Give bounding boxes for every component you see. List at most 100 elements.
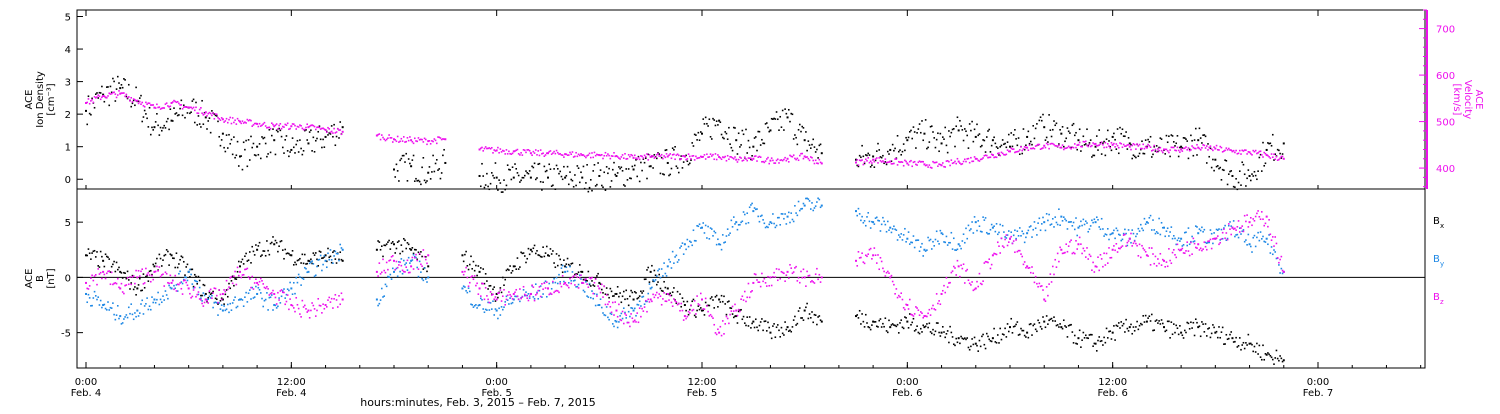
- velocity-sample: [619, 158, 621, 160]
- velocity-sample: [710, 155, 713, 157]
- velocity-sample: [669, 153, 672, 155]
- bx-sample: [402, 237, 405, 240]
- by-sample: [509, 297, 511, 299]
- density-sample: [896, 134, 899, 137]
- density-sample: [250, 135, 252, 138]
- density-sample: [316, 137, 318, 140]
- by-sample: [193, 279, 196, 282]
- bx-sample: [108, 258, 111, 260]
- density-sample: [409, 162, 411, 165]
- bz-sample: [671, 305, 674, 308]
- density-sample: [971, 120, 973, 123]
- bx-sample: [1148, 315, 1151, 318]
- bx-sample: [464, 253, 466, 256]
- velocity-sample: [1223, 150, 1225, 152]
- velocity-sample: [811, 156, 813, 159]
- density-sample: [707, 125, 709, 127]
- velocity-sample: [600, 153, 603, 156]
- velocity-sample: [438, 136, 441, 139]
- by-sample: [764, 226, 767, 229]
- velocity-sample: [263, 121, 266, 124]
- velocity-sample: [314, 128, 317, 131]
- by-sample: [728, 234, 730, 236]
- density-sample: [311, 150, 313, 152]
- velocity-sample: [663, 155, 665, 157]
- bz-sample: [819, 281, 822, 283]
- velocity-sample: [218, 118, 221, 120]
- density-sample: [1224, 159, 1226, 161]
- by-sample: [162, 295, 164, 297]
- density-sample: [1257, 170, 1259, 172]
- bz-sample: [754, 273, 757, 276]
- velocity-sample: [911, 165, 914, 168]
- velocity-sample: [299, 124, 301, 126]
- bz-sample: [490, 294, 493, 296]
- bx-sample: [662, 290, 664, 292]
- by-sample: [488, 309, 491, 311]
- by-sample: [819, 206, 822, 209]
- by-sample: [928, 239, 931, 242]
- bx-sample: [629, 295, 631, 298]
- by-sample: [1267, 243, 1269, 246]
- bz-sample: [251, 275, 254, 278]
- velocity-sample: [317, 126, 320, 128]
- bx-point: [632, 298, 635, 301]
- velocity-sample: [913, 160, 916, 163]
- by-sample: [673, 262, 675, 264]
- bz-sample: [116, 277, 119, 280]
- bx-sample: [717, 306, 719, 308]
- by-sample: [1166, 227, 1169, 230]
- bz-sample: [482, 282, 485, 285]
- by-sample: [465, 289, 467, 292]
- density-sample: [715, 120, 718, 123]
- by-sample: [274, 304, 277, 307]
- bx-sample: [781, 332, 784, 335]
- bz-sample: [1017, 249, 1020, 252]
- by-sample: [893, 225, 895, 228]
- bx-sample: [467, 268, 470, 271]
- bz-sample: [659, 295, 662, 298]
- bx-sample: [636, 297, 639, 300]
- bx-sample: [758, 324, 761, 327]
- density-sample: [641, 169, 643, 172]
- bz-sample: [1020, 253, 1022, 255]
- bx-sample: [577, 271, 580, 274]
- bz-sample: [424, 258, 427, 261]
- by-point: [1077, 226, 1080, 229]
- by-sample: [780, 213, 783, 215]
- by-sample: [1031, 236, 1033, 238]
- bz-sample: [954, 267, 956, 269]
- by-sample: [1215, 228, 1218, 231]
- bx-sample: [1143, 321, 1146, 323]
- bz-sample: [522, 285, 525, 288]
- by-sample: [468, 290, 471, 293]
- bz-sample: [918, 314, 921, 316]
- velocity-sample: [967, 157, 970, 160]
- bx-sample: [424, 256, 427, 258]
- bz-sample: [186, 284, 189, 287]
- bz-sample: [258, 280, 261, 283]
- bx-sample: [264, 254, 267, 257]
- bx-sample: [619, 292, 621, 294]
- density-sample: [1274, 153, 1277, 155]
- velocity-sample: [88, 102, 91, 105]
- velocity-sample: [1171, 146, 1174, 149]
- density-sample: [415, 177, 417, 180]
- density-sample: [1047, 141, 1049, 143]
- velocity-sample: [1099, 143, 1102, 145]
- density-point: [393, 168, 395, 171]
- bx-sample: [311, 262, 313, 265]
- velocity-sample: [333, 127, 335, 130]
- velocity-sample: [1193, 147, 1196, 150]
- by-sample: [1029, 225, 1032, 227]
- velocity-sample: [720, 158, 723, 161]
- density-sample: [610, 180, 613, 182]
- bz-sample: [516, 295, 519, 298]
- density-sample: [1071, 124, 1074, 127]
- bz-sample: [871, 258, 873, 260]
- velocity-point: [1265, 154, 1268, 157]
- bx-sample: [181, 256, 184, 259]
- bz-sample: [891, 280, 894, 283]
- by-sample: [550, 287, 553, 290]
- bz-sample: [1075, 239, 1077, 242]
